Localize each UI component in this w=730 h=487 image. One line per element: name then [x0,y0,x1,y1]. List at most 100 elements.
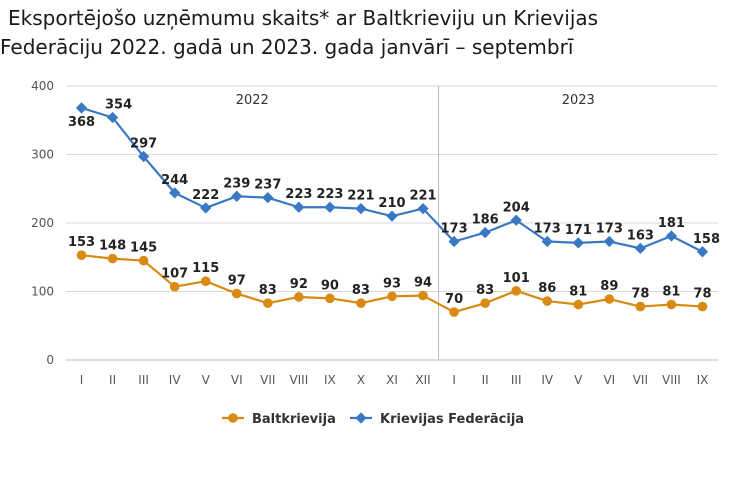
x-tick-label: VI [603,373,615,387]
data-point [666,299,677,310]
x-tick-label: IV [169,373,182,387]
data-point [263,298,273,308]
data-label: 186 [472,213,499,228]
x-tick-label: VII [633,373,648,387]
x-tick-label: X [357,373,365,387]
data-point [294,292,304,302]
data-label: 101 [503,271,530,286]
data-point [387,291,397,302]
data-label: 115 [192,261,219,276]
data-label: 81 [569,285,587,300]
x-tick-label: VI [231,373,243,387]
data-label: 223 [316,187,343,202]
data-label: 354 [105,98,132,113]
data-label: 83 [259,283,277,298]
x-tick-label: VIII [289,373,308,387]
data-label: 148 [99,239,126,254]
data-point [696,246,709,258]
data-point [138,255,149,266]
chart-title-line-1: Eksportējošo uzņēmumu skaits* ar Baltkri… [8,6,599,30]
data-label: 78 [631,287,649,302]
data-label: 223 [285,187,312,202]
data-label: 173 [596,221,623,236]
data-point [665,230,678,242]
data-label: 107 [161,267,188,282]
year-label: 2022 [236,93,269,108]
legend-marker [228,413,238,423]
x-tick-label: VII [260,373,275,387]
x-tick-label: II [109,373,116,387]
data-point [697,301,708,312]
data-label: 158 [693,232,720,247]
x-tick-label: IX [697,373,709,387]
data-point [200,276,211,287]
data-point [324,201,336,213]
data-point [137,150,150,163]
data-label: 145 [130,241,157,256]
data-point [634,242,647,255]
data-point [511,286,521,296]
y-tick-label: 100 [31,285,54,299]
data-label: 89 [600,279,618,294]
data-label: 237 [254,178,281,193]
data-label: 173 [441,221,468,236]
data-label: 97 [228,274,246,289]
legend-label: Krievijas Federācija [380,412,524,427]
data-point [386,210,398,222]
data-point [604,294,615,304]
chart-title: Eksportējošo uzņēmumu skaits* ar Baltkri… [0,4,730,62]
data-point [572,237,584,249]
data-label: 83 [476,283,494,298]
x-tick-label: VIII [662,373,681,387]
data-point [448,235,460,248]
data-point [541,235,553,248]
x-tick-label: I [452,373,456,387]
data-point [480,298,490,308]
data-point [356,298,366,308]
data-label: 239 [223,176,250,191]
data-point [75,102,88,114]
year-label: 2023 [562,93,595,108]
data-label: 204 [503,200,530,215]
data-point [418,290,428,301]
data-label: 83 [352,283,370,298]
data-point [107,253,118,264]
data-label: 86 [538,281,556,296]
data-label: 163 [627,228,654,243]
data-label: 90 [321,278,339,293]
data-point [325,293,335,304]
data-label: 210 [378,196,405,211]
data-label: 93 [383,276,401,291]
data-point [293,201,305,213]
legend-label: Baltkrievija [252,412,336,427]
data-label: 81 [662,285,680,300]
x-tick-label: III [138,373,149,387]
data-point [231,190,243,202]
y-tick-label: 400 [31,79,54,93]
x-tick-label: XII [415,373,430,387]
data-point [355,202,367,215]
x-tick-label: V [574,373,583,387]
data-point [573,299,584,310]
data-label: 221 [409,189,436,204]
y-tick-label: 300 [31,148,54,162]
data-label: 221 [347,189,374,204]
data-point [479,226,491,239]
data-label: 70 [445,292,463,307]
y-tick-label: 200 [31,216,54,230]
data-label: 244 [161,173,188,188]
data-point [76,250,87,260]
chart-title-line-2: Federāciju 2022. gadā un 2023. gada janv… [0,35,574,59]
x-tick-label: II [482,373,489,387]
data-point [449,307,459,317]
data-point [510,214,522,226]
data-point [542,296,553,306]
x-tick-label: XI [386,373,398,387]
x-tick-label: IX [324,373,336,387]
data-point [262,191,274,204]
y-tick-label: 0 [46,353,54,367]
data-label: 171 [565,223,592,238]
x-tick-label: V [202,373,211,387]
data-label: 222 [192,188,219,203]
data-label: 173 [534,221,561,236]
